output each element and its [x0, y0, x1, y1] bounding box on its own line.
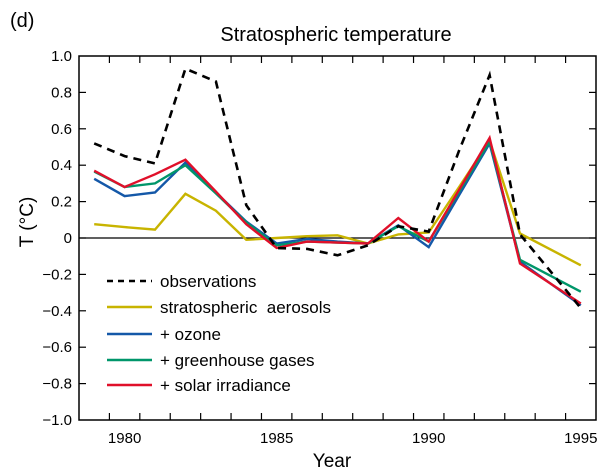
chart-title: Stratospheric temperature [220, 24, 451, 46]
y-tick-label: −1.0 [42, 412, 72, 429]
axes: 1980 1985 1990 1995 −1.0 −0.8 −0.6 −0.4 −0.2 0 0.2… [42, 48, 597, 447]
series-solar-irradiance [93, 134, 582, 305]
series-stratospheric-aerosols [94, 137, 582, 267]
x-tick-label: 1985 [260, 430, 293, 447]
x-tick-label: 1995 [564, 430, 597, 447]
series-line [93, 140, 582, 307]
x-tick-label: 1980 [108, 430, 141, 447]
x-tick-label: 1990 [412, 430, 445, 447]
y-tick-label: 0.2 [51, 194, 72, 211]
series-line [94, 137, 582, 267]
y-tick-label: 1.0 [51, 48, 72, 65]
series-line [93, 134, 582, 305]
series-ozone [93, 140, 582, 307]
y-tick-label: −0.4 [42, 303, 72, 320]
legend: observations stratospheric aerosols + ozon… [107, 272, 331, 395]
y-tick-label: 0.6 [51, 121, 72, 138]
series-layer [93, 66, 582, 309]
legend-label: + solar irradiance [160, 376, 291, 395]
y-axis-label: T (°C) [17, 197, 38, 248]
legend-label: stratospheric aerosols [160, 298, 331, 317]
y-tick-label: −0.6 [42, 339, 72, 356]
y-tick-label: −0.2 [42, 266, 72, 283]
y-tick-label: 0 [64, 230, 72, 247]
series-line [93, 66, 582, 309]
y-tick-label: 0.8 [51, 84, 72, 101]
panel-label: (d) [10, 10, 34, 32]
legend-label: + ozone [160, 325, 221, 344]
legend-label: observations [160, 272, 256, 291]
y-tick-label: −0.8 [42, 376, 72, 393]
legend-label: + greenhouse gases [160, 351, 315, 370]
x-axis-label: Year [313, 451, 352, 472]
y-tick-label: 0.4 [51, 157, 72, 174]
series-observations [93, 66, 582, 309]
